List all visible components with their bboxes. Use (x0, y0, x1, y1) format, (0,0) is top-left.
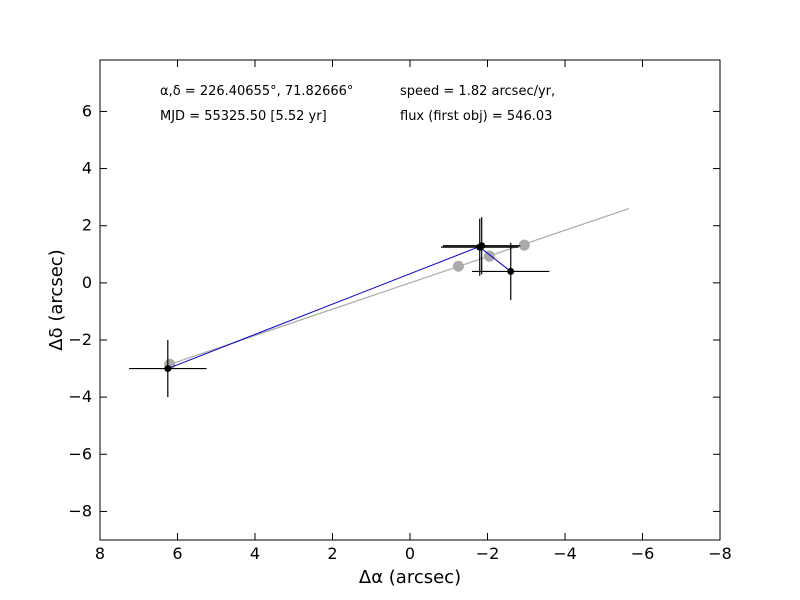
y-tick-label: −2 (68, 330, 92, 349)
x-tick-label: 6 (172, 544, 182, 563)
gray-point (483, 250, 495, 262)
x-tick-label: 2 (327, 544, 337, 563)
x-tick-label: −8 (708, 544, 732, 563)
x-axis-title: Δα (arcsec) (359, 567, 461, 588)
x-tick-label: −4 (553, 544, 577, 563)
x-axis-ticks: 8 6 4 2 0 −2 −4 −6 −8 (95, 60, 732, 563)
y-tick-label: 6 (82, 101, 92, 120)
annotation-speed: speed = 1.82 arcsec/yr, (400, 84, 555, 99)
x-tick-label: −6 (631, 544, 655, 563)
y-axis-title: Δδ (arcsec) (46, 249, 67, 350)
y-axis-ticks: −8 −6 −4 −2 0 2 4 6 (68, 101, 720, 520)
y-tick-label: −6 (68, 444, 92, 463)
x-tick-label: 0 (405, 544, 415, 563)
gray-point (452, 260, 464, 272)
x-tick-label: 8 (95, 544, 105, 563)
y-tick-label: −8 (68, 501, 92, 520)
black-point (507, 267, 515, 275)
black-point (164, 365, 172, 373)
annotation-flux: flux (first obj) = 546.03 (400, 109, 552, 124)
gray-series (164, 239, 530, 370)
y-tick-label: 2 (82, 216, 92, 235)
y-tick-label: −4 (68, 387, 92, 406)
gray-point (518, 239, 530, 251)
x-tick-label: 4 (250, 544, 260, 563)
black-point (476, 243, 484, 251)
plot-area (99, 59, 721, 541)
y-tick-label: 4 (82, 159, 92, 178)
x-tick-label: −2 (476, 544, 500, 563)
annotation-mjd: MJD = 55325.50 [5.52 yr] (160, 109, 327, 124)
y-tick-label: 0 (82, 273, 92, 292)
black-series (129, 217, 550, 398)
annotation-coords: α,δ = 226.40655°, 71.82666° (160, 84, 353, 99)
